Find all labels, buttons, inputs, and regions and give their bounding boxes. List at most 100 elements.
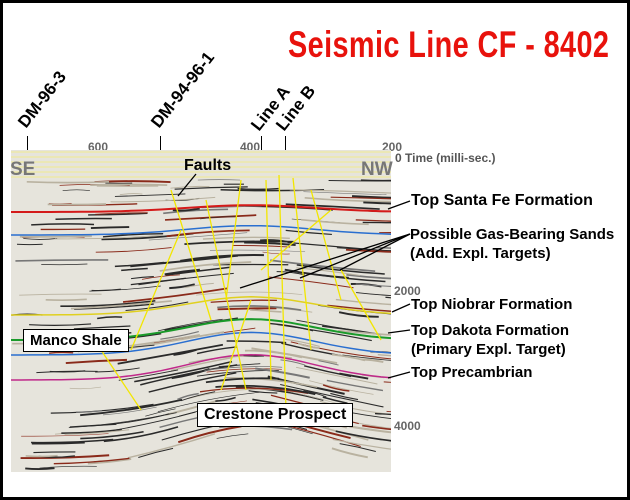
time-tick-4000: 4000 [394,419,421,433]
label-gas-sands-sub: (Add. Expl. Targets) [410,245,551,262]
leader-dakota [387,329,411,334]
reflector [127,433,216,459]
manco-shale-box: Manco Shale [23,329,129,352]
reflector [385,296,391,299]
reflector [69,423,117,428]
reflector [95,212,148,215]
reflector [330,392,359,401]
reflector [232,244,291,248]
reflector [177,425,242,444]
reflector [118,369,179,381]
leader-niobrara [391,303,411,313]
reflector [363,201,391,205]
reflector [89,285,161,292]
horizon-sands [11,224,391,236]
reflector [226,340,287,344]
fault-line [130,229,182,351]
reflector [138,447,174,458]
reflector [355,283,391,287]
reflector [216,433,249,439]
reflector [285,338,320,347]
reflector [289,189,391,194]
reflector [335,298,391,306]
reflector [138,272,234,286]
reflector [110,196,216,203]
reflector [339,372,369,380]
reflector [61,428,122,434]
reflector [159,261,252,272]
reflector [41,263,88,266]
fault-line [292,177,312,351]
reflector [356,292,391,296]
reflector [180,254,264,262]
reflector [339,443,376,453]
reflector [19,293,102,296]
reflector [235,386,324,401]
reflector [69,386,102,390]
fault-line [220,299,252,391]
reflector [90,226,130,229]
fault-line [278,174,287,411]
reflector [218,363,261,368]
label-gas-sands: Possible Gas-Bearing Sands [410,226,615,243]
reflector [55,217,112,220]
reflector [145,408,176,417]
reflector [362,424,391,431]
reflector [336,247,391,252]
reflector [322,396,348,404]
reflector [31,441,85,445]
fault-line [225,179,242,301]
reflector [80,398,183,417]
reflector [260,239,289,243]
label-top-niobrara: Top Niobrar Formation [411,296,573,313]
reflector [290,426,361,448]
reflector [280,383,384,408]
reflector [74,303,154,310]
reflector [148,372,237,393]
reflector [170,356,233,372]
reflector [297,342,320,349]
reflector [45,298,87,302]
reflector [376,246,391,249]
reflector [206,368,282,373]
reflector [53,457,130,465]
reflector [95,247,172,253]
reflector [332,438,391,450]
reflector [318,360,339,366]
reflector [102,233,164,238]
reflector [209,249,306,253]
reflector [335,430,391,442]
reflector [26,180,110,184]
reflector [249,308,282,313]
reflector [140,364,238,386]
horizon-precambrian [11,353,391,381]
reflector [157,392,260,412]
fault-line [100,349,142,411]
well-tick [285,136,286,154]
reflector [157,318,223,332]
reflector [80,430,144,440]
reflector [47,203,107,206]
reflector [62,189,90,191]
leader-gas-2 [299,233,411,279]
reflector [349,426,391,434]
reflector [322,384,350,392]
reflector [73,325,131,330]
reflector [130,277,186,286]
reflector [280,359,306,366]
figure-title: Seismic Line CF - 8402 [288,24,610,65]
horizon-blue [11,331,391,356]
reflector [374,412,391,416]
horizon-santa-fe [11,204,391,213]
reflector [268,276,354,289]
reflector [295,366,378,385]
fault-line [260,209,332,271]
reflector [122,287,228,303]
reflector [21,433,109,437]
reflector [20,454,110,460]
label-dakota-sub: (Primary Expl. Target) [411,341,566,358]
reflector [244,349,303,359]
reflector [23,238,58,240]
reflector [90,183,168,187]
reflector [331,447,368,459]
